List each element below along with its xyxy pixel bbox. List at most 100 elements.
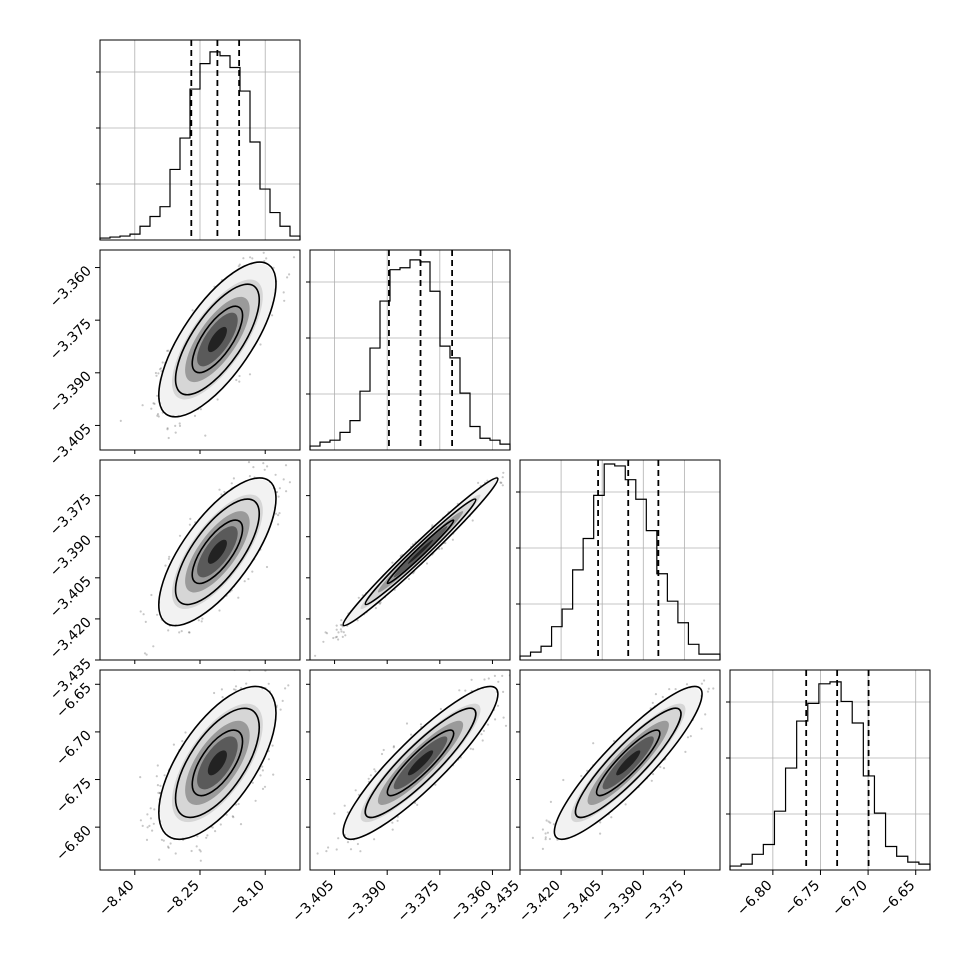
sample-point — [234, 685, 238, 688]
sample-point — [283, 299, 286, 302]
sample-point — [262, 251, 265, 254]
contour-2 — [191, 519, 244, 585]
sample-point — [339, 628, 342, 631]
sample-point — [425, 562, 429, 565]
sample-point — [282, 291, 285, 294]
sample-point — [271, 314, 274, 317]
sample-point — [201, 617, 204, 620]
sample-point — [263, 785, 267, 788]
sample-point — [501, 484, 504, 487]
sample-point — [272, 773, 275, 776]
sample-point — [238, 380, 241, 383]
sample-point — [335, 624, 338, 627]
sample-point — [254, 799, 257, 802]
sample-point — [152, 402, 155, 405]
sample-point — [169, 842, 172, 845]
histogram-1 — [309, 259, 511, 450]
sample-point — [139, 610, 142, 613]
sample-point — [152, 645, 155, 648]
sample-point — [501, 476, 504, 479]
sample-point — [155, 775, 158, 778]
sample-point — [438, 547, 441, 551]
panel-frame — [309, 459, 511, 661]
sample-point — [211, 826, 214, 829]
panel-frame — [729, 669, 931, 871]
sample-point — [146, 813, 149, 816]
sample-point — [276, 490, 279, 494]
sample-point — [150, 593, 153, 597]
sample-point — [180, 630, 183, 633]
sample-point — [196, 835, 199, 838]
sample-point — [471, 519, 474, 522]
sample-point — [242, 257, 245, 260]
sample-point — [161, 361, 164, 364]
sample-point — [213, 691, 216, 695]
sample-point — [164, 564, 167, 567]
sample-point — [340, 630, 343, 633]
panel-frame — [309, 249, 511, 451]
sample-point — [341, 635, 344, 639]
contour-1 — [364, 498, 477, 606]
sample-point — [324, 631, 327, 634]
sample-point — [219, 823, 222, 826]
sample-point — [139, 776, 142, 779]
sample-point — [156, 414, 159, 417]
sample-point — [265, 565, 269, 569]
panel-frame — [519, 459, 721, 661]
sample-point — [166, 349, 169, 352]
sample-point — [277, 523, 280, 526]
sample-point — [340, 619, 343, 622]
sample-point — [374, 607, 377, 610]
sample-point — [344, 634, 347, 637]
sample-point — [314, 654, 317, 657]
sample-point — [172, 743, 175, 746]
sample-point — [188, 631, 191, 634]
contour-2 — [386, 519, 455, 585]
sample-point — [451, 538, 454, 541]
sample-point — [285, 490, 288, 493]
sample-point — [340, 624, 343, 627]
sample-point — [248, 475, 251, 478]
sample-point — [305, 666, 307, 668]
sample-point — [218, 609, 221, 612]
sample-point — [247, 461, 251, 464]
sample-point — [339, 623, 342, 626]
sample-point — [156, 413, 160, 416]
sample-point — [235, 378, 238, 382]
sample-point — [178, 424, 182, 427]
sample-point — [221, 696, 224, 699]
sample-point — [486, 479, 489, 482]
sample-point — [155, 374, 158, 377]
sample-point — [231, 815, 234, 818]
sample-point — [342, 631, 345, 634]
sample-point — [142, 613, 145, 616]
sample-point — [174, 424, 177, 427]
sample-point — [167, 629, 170, 632]
scatter-panel-0-2 — [99, 427, 305, 661]
scatter-panel-1-2 — [305, 459, 511, 668]
sample-point — [232, 477, 235, 480]
contour-0 — [158, 477, 277, 627]
sample-point — [303, 427, 305, 429]
sample-point — [263, 468, 266, 471]
sample-point — [288, 241, 290, 243]
sample-point — [261, 787, 265, 791]
scatter-panel-0-3 — [99, 669, 301, 871]
sample-point — [166, 427, 169, 430]
sample-point — [139, 819, 142, 822]
sample-point — [193, 414, 197, 417]
sample-point — [237, 802, 240, 806]
sample-point — [278, 487, 281, 490]
sample-point — [141, 824, 144, 828]
sample-point — [119, 419, 122, 422]
sample-point — [252, 466, 255, 469]
sample-point — [168, 555, 171, 558]
density-level-4 — [407, 539, 434, 564]
sample-point — [288, 273, 291, 276]
sample-point — [178, 631, 181, 634]
sample-point — [153, 808, 156, 811]
sample-point — [143, 652, 147, 655]
sample-point — [431, 524, 434, 527]
sample-point — [286, 276, 289, 279]
